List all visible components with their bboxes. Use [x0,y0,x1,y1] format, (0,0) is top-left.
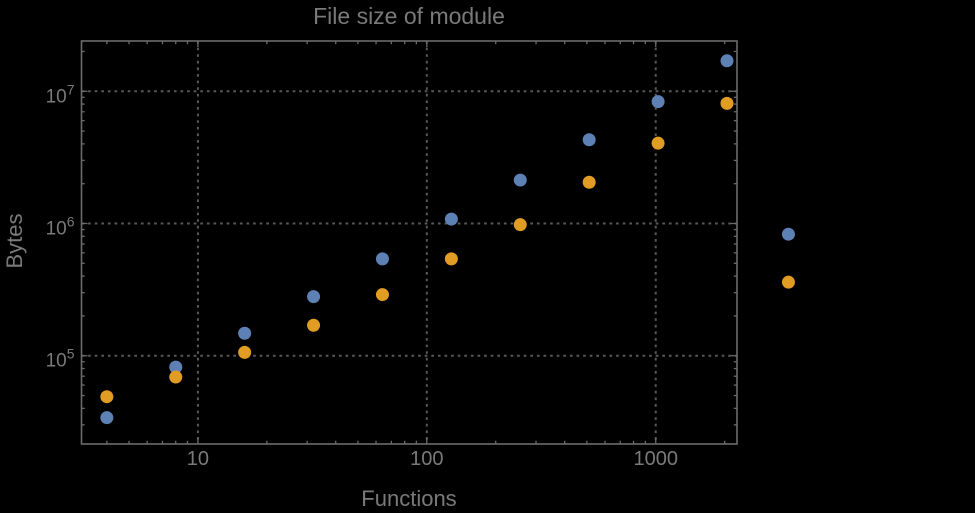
data-point [169,370,183,384]
data-point [444,212,458,226]
data-point [513,218,527,232]
axis-ticks [81,41,737,444]
data-point [582,133,596,147]
x-tick-labels: 10 100 1000 [187,448,678,470]
data-point [169,360,183,374]
data-point [513,173,527,187]
data-point [100,390,114,404]
data-point [582,175,596,189]
y-tick-label: 106 [46,214,75,240]
y-axis-label: Bytes [2,213,27,269]
data-point [375,252,389,266]
y-tick-label: 105 [46,346,75,372]
y-tick-label: 107 [46,81,75,107]
chart-title: File size of module [313,3,505,29]
data-point [781,275,795,289]
data-point [720,54,734,68]
data-point [238,345,252,359]
data-point [307,318,321,332]
x-axis-label: Functions [361,486,457,511]
data-point [444,252,458,266]
data-point [100,411,114,425]
series-blue [100,54,795,425]
gridlines [81,41,737,444]
data-point [238,326,252,340]
x-tick-label: 1000 [633,448,678,470]
series-orange [100,96,795,404]
data-point [720,96,734,110]
data-point [307,290,321,304]
x-tick-label: 10 [187,448,209,470]
x-tick-label: 100 [410,448,443,470]
plot-frame [80,40,738,445]
y-tick-labels: 105 106 107 [46,81,75,371]
data-point [781,227,795,241]
data-point [651,136,665,150]
frame-rect [80,40,738,445]
data-point [651,95,665,109]
data-point [375,288,389,302]
